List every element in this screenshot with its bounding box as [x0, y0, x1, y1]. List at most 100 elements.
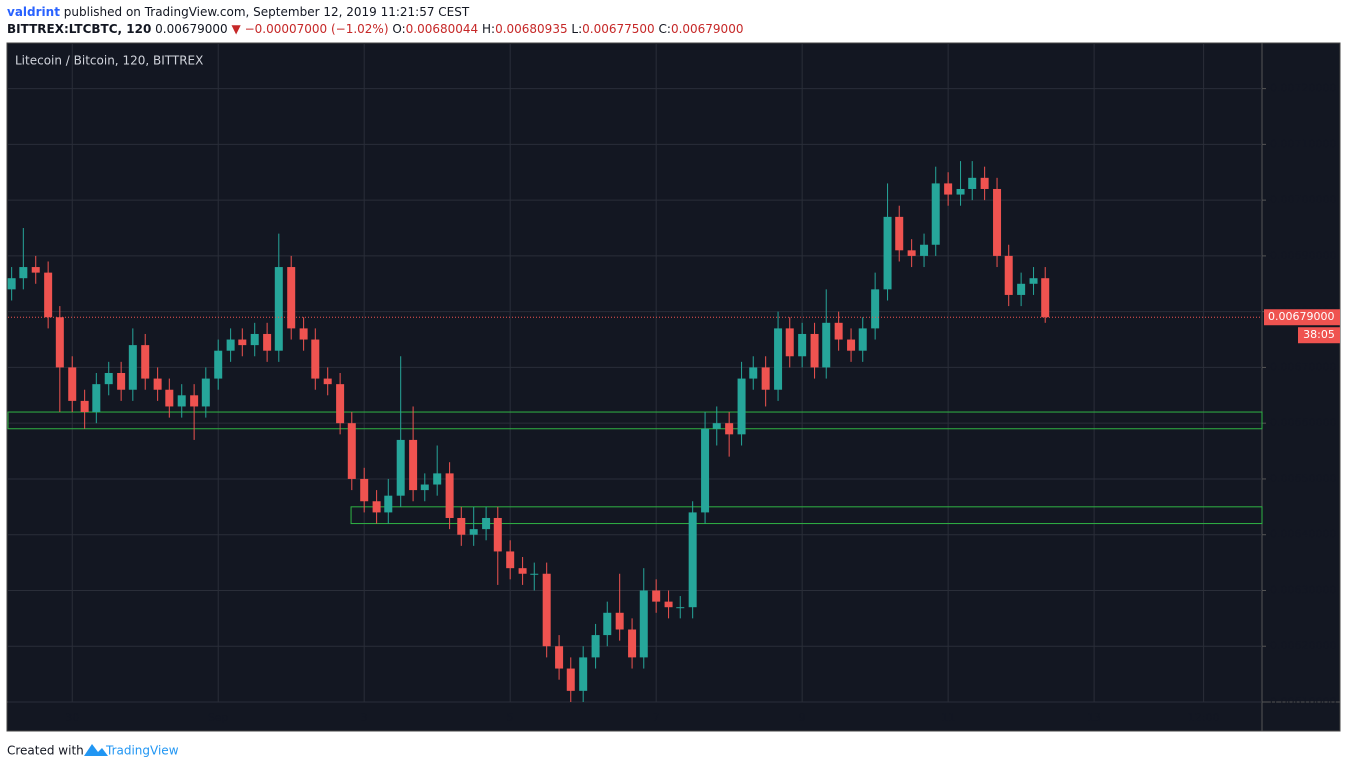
candle-body	[555, 646, 564, 669]
candle-body	[263, 333, 272, 351]
y-tick-label: 0.00660000	[1270, 416, 1336, 429]
candle-body	[871, 289, 880, 329]
y-tick-label: 0.00700000	[1270, 193, 1336, 206]
candle-body	[628, 629, 637, 658]
candle-body	[542, 573, 551, 647]
y-tick-label: 0.00720000	[1270, 82, 1336, 95]
candle-body	[822, 322, 831, 368]
candle-body	[104, 373, 113, 385]
candle-body	[858, 328, 867, 351]
countdown-box	[1298, 327, 1340, 344]
candle-body	[409, 439, 418, 491]
candle-body	[615, 612, 624, 630]
last-price-box	[1264, 309, 1340, 326]
candle-body	[311, 339, 320, 379]
candle-body	[1004, 255, 1013, 295]
candle-body	[761, 367, 770, 390]
candle-body	[117, 373, 126, 390]
candle-body	[639, 590, 648, 658]
y-tick-label: 0.00670000	[1270, 360, 1336, 373]
candle-body	[250, 333, 259, 346]
candle-body	[920, 244, 929, 256]
y-tick-label: 0.00610000	[1270, 695, 1336, 708]
candle-body	[128, 345, 137, 390]
candle-body	[944, 183, 953, 195]
o-label: O:	[392, 22, 406, 36]
candle-body	[810, 333, 819, 368]
candle-body	[603, 612, 612, 636]
candle-body	[372, 501, 381, 513]
candle-body	[1017, 283, 1026, 295]
candle-body	[165, 389, 174, 407]
candle-body	[433, 473, 442, 485]
candle-body	[798, 333, 807, 357]
candle-body	[579, 657, 588, 691]
y-tick-label: 0.00620000	[1270, 639, 1336, 652]
candle-body	[664, 601, 673, 608]
down-arrow: ▼	[231, 22, 241, 36]
candle-body	[153, 378, 162, 390]
candle-body	[420, 484, 429, 491]
x-tick-label: 11	[941, 711, 955, 724]
y-tick-label: 0.00640000	[1270, 528, 1336, 541]
header-line: valdrint published on TradingView.com, S…	[7, 5, 469, 19]
support-zone	[350, 506, 1263, 525]
candle-body	[725, 423, 734, 435]
x-tick-label: Sep	[208, 711, 229, 724]
candle-body	[774, 328, 783, 390]
candle-body	[749, 367, 758, 379]
y-tick-label: 0.00690000	[1270, 249, 1336, 262]
candle-body	[336, 384, 345, 424]
candle-body	[737, 378, 746, 435]
y-tick-label: 0.00630000	[1270, 583, 1336, 596]
author: valdrint	[7, 5, 60, 19]
candle-body	[907, 250, 916, 256]
h: 0.00680935	[495, 22, 568, 36]
candle-body	[834, 322, 843, 340]
candle-body	[676, 607, 685, 609]
candle-body	[956, 188, 965, 195]
candle-body	[457, 517, 466, 535]
chart-title: Litecoin / Bitcoin, 120, BITTREX	[15, 54, 203, 68]
candle-body	[55, 317, 64, 368]
x-tick-label: 3	[361, 711, 368, 724]
candle-body	[190, 395, 199, 407]
candle-body	[931, 183, 940, 245]
last-price-label: 0.00679000	[1268, 310, 1334, 323]
l-label: L:	[571, 22, 583, 36]
candle-body	[92, 384, 101, 413]
candle-body	[360, 478, 369, 502]
candle-body	[566, 668, 575, 691]
candle-body	[1029, 278, 1038, 284]
candle-body	[1041, 278, 1050, 318]
candle-body	[530, 573, 539, 575]
y-tick-label: 0.00650000	[1270, 472, 1336, 485]
candle-body	[493, 517, 502, 552]
candle-body	[396, 439, 405, 496]
x-tick-label: 30	[65, 711, 79, 724]
x-tick-label: 12:00	[1188, 711, 1220, 724]
candle-body	[847, 339, 856, 351]
candle-body	[141, 345, 150, 379]
candle-body	[506, 551, 515, 569]
candle-body	[226, 339, 235, 351]
candle-body	[347, 423, 356, 479]
x-tick-label: 13	[1087, 711, 1101, 724]
logo	[84, 744, 108, 756]
symbol: BITTREX:LTCBTC, 120	[7, 22, 152, 36]
candle-body	[44, 272, 53, 318]
candle-body	[177, 395, 186, 407]
candle-body	[287, 267, 296, 329]
chart-frame	[6, 42, 1341, 732]
candle-body	[7, 278, 16, 290]
footer-brand: TradingView	[105, 744, 179, 758]
candle-body	[299, 328, 308, 340]
candle-body	[518, 568, 527, 574]
h-label: H:	[481, 22, 496, 36]
candle-body	[323, 378, 332, 385]
candle-body	[712, 423, 721, 429]
x-tick-label: 5	[507, 711, 514, 724]
support-zone	[7, 411, 1263, 430]
c: 0.00679000	[670, 22, 744, 36]
